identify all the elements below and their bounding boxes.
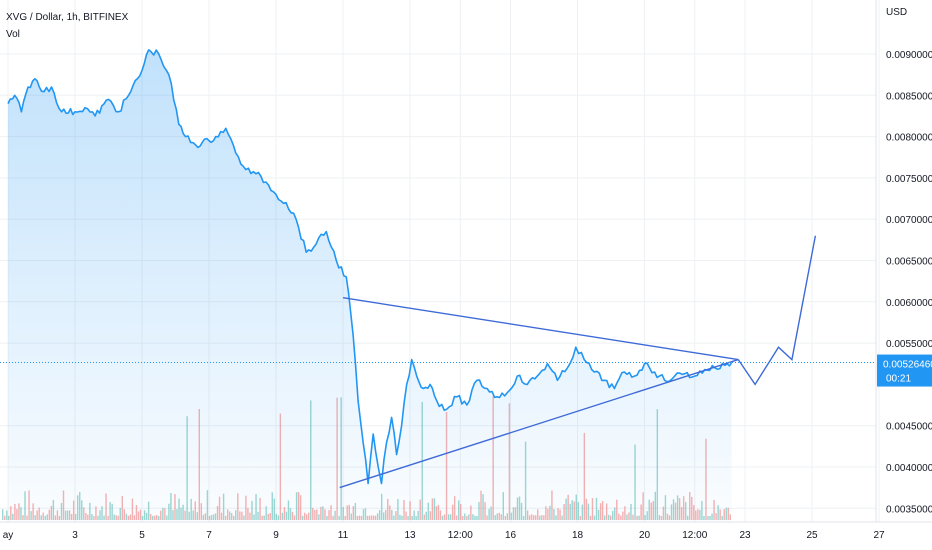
- upper-trendline[interactable]: [342, 297, 739, 361]
- last-price-badge: 0.00526460 00:21: [877, 354, 932, 387]
- time-tick-label: 3: [72, 530, 78, 541]
- price-tick-label: 0.00350000: [886, 504, 932, 515]
- time-tick-label: 18: [572, 530, 584, 541]
- time-axis[interactable]: ay 3 5 7 9 11 13 12:00 16 18 20 12:00 23 25 27: [3, 530, 885, 541]
- price-line: [7, 49, 733, 485]
- volume-bar: [2, 509, 4, 520]
- time-tick-label: 13: [404, 530, 416, 541]
- projection-path[interactable]: [737, 235, 817, 386]
- time-tick-label: 25: [806, 530, 818, 541]
- symbol-title[interactable]: XVG / Dollar, 1h, BITFINEX: [6, 12, 129, 23]
- time-tick-label: 7: [206, 530, 212, 541]
- time-tick-label: 12:00: [448, 530, 473, 541]
- time-tick-label: 5: [139, 530, 145, 541]
- time-tick-label: 27: [873, 530, 885, 541]
- time-tick-label: 12:00: [682, 530, 707, 541]
- volume-bar: [6, 510, 8, 520]
- last-price-countdown: 00:21: [886, 374, 911, 385]
- time-tick-label: 20: [639, 530, 651, 541]
- price-area: [7, 49, 733, 523]
- time-tick-label: ay: [3, 530, 14, 541]
- area-fill: [8, 49, 732, 523]
- lower-trendline[interactable]: [339, 358, 739, 489]
- time-tick-label: 23: [739, 530, 751, 541]
- volume-indicator-label[interactable]: Vol: [6, 29, 20, 40]
- price-axis-unit: USD: [886, 7, 907, 18]
- time-tick-label: 9: [273, 530, 279, 541]
- last-price-value: 0.00526460: [883, 360, 932, 371]
- time-tick-label: 16: [505, 530, 517, 541]
- drawings[interactable]: [339, 235, 817, 489]
- volume-bar: [4, 515, 6, 520]
- time-tick-label: 11: [338, 530, 349, 541]
